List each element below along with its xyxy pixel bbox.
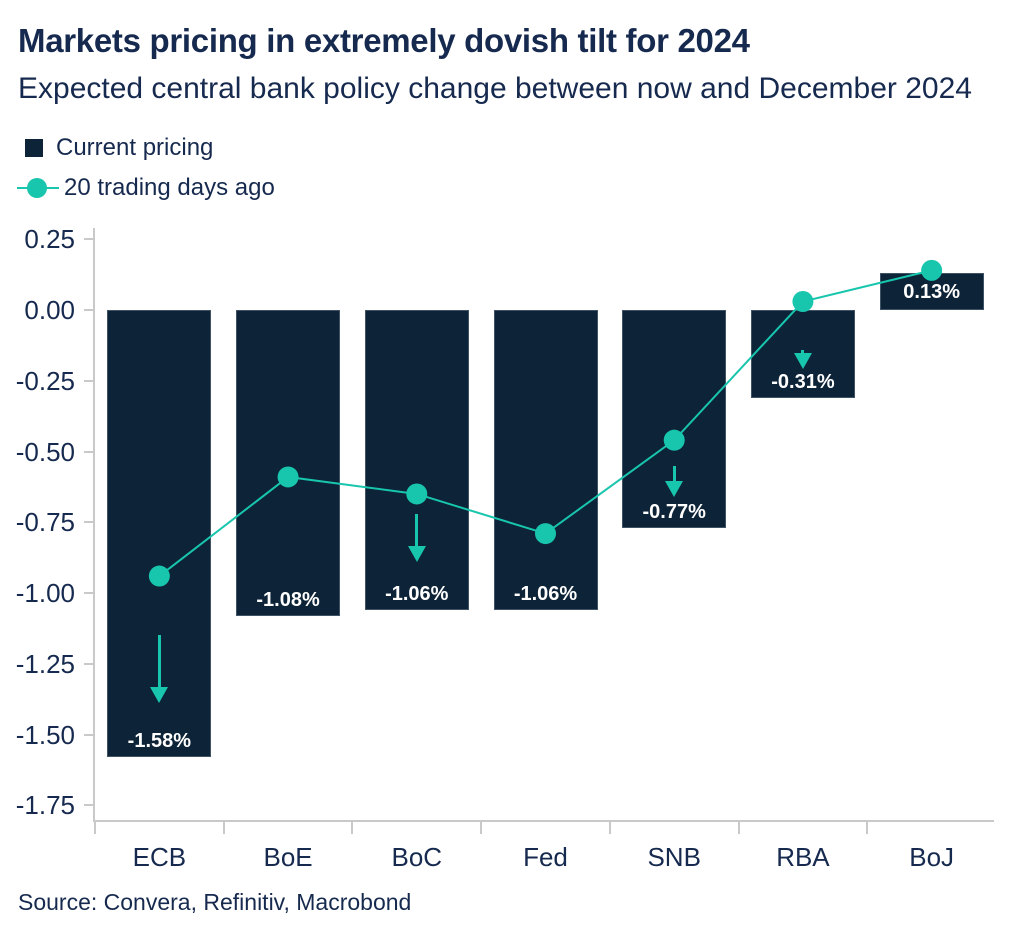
bar-value-label: 0.13% bbox=[903, 280, 960, 303]
line-point-BoC bbox=[406, 483, 428, 505]
chart-title: Markets pricing in extremely dovish tilt… bbox=[18, 22, 750, 59]
x-axis-label: BoJ bbox=[909, 842, 955, 872]
x-axis-label: BoC bbox=[391, 842, 443, 872]
line-point-BoJ bbox=[921, 259, 943, 281]
down-arrow-icon bbox=[157, 635, 161, 690]
line-point-RBA bbox=[792, 291, 814, 313]
bar-value-label: -0.31% bbox=[771, 370, 835, 393]
y-axis-tick bbox=[84, 733, 95, 736]
bar-value-label: -1.08% bbox=[256, 588, 320, 611]
line-series-swatch-icon bbox=[17, 177, 59, 199]
x-axis-tick bbox=[351, 822, 354, 834]
bar-value-label: -0.77% bbox=[642, 500, 706, 523]
legend-label-20-trading-days-ago: 20 trading days ago bbox=[64, 173, 275, 201]
legend-label-current-pricing: Current pricing bbox=[56, 133, 214, 161]
bar-value-label: -1.06% bbox=[513, 582, 578, 605]
bar-value-label: -1.58% bbox=[127, 730, 192, 753]
x-axis-label: RBA bbox=[776, 842, 830, 872]
chart-subtitle: Expected central bank policy change betw… bbox=[18, 72, 972, 105]
y-axis-tick bbox=[84, 592, 95, 594]
y-axis-tick-label: -0.50 bbox=[15, 436, 75, 467]
source-note: Source: Convera, Refinitiv, Macrobond bbox=[18, 889, 412, 915]
y-axis-tick bbox=[84, 521, 95, 524]
y-axis-tick bbox=[84, 662, 95, 665]
down-arrow-icon bbox=[150, 687, 169, 704]
y-axis-tick bbox=[84, 804, 95, 807]
y-axis-tick-label: -1.75 bbox=[15, 790, 75, 821]
y-axis-tick-label: -1.25 bbox=[15, 648, 75, 679]
down-arrow-icon bbox=[672, 465, 676, 483]
plot-area: 0.25 0.00 -0.25 -0.50 -0.75 -1.00 -1.25 -1.50 -1… bbox=[16, 224, 994, 872]
bar-value-label: -1.06% bbox=[385, 582, 449, 605]
x-axis-tick bbox=[222, 822, 225, 834]
x-axis-label: ECB bbox=[132, 842, 187, 872]
down-arrow-icon bbox=[793, 353, 812, 370]
bar-BoE bbox=[236, 310, 341, 616]
x-axis-tick bbox=[94, 822, 96, 834]
down-arrow-icon bbox=[801, 349, 805, 356]
line-point-BoE bbox=[277, 466, 299, 488]
bar-BoC bbox=[364, 310, 469, 610]
x-axis-label: SNB bbox=[647, 842, 701, 872]
y-axis-tick bbox=[84, 238, 95, 241]
down-arrow-icon bbox=[665, 480, 684, 497]
y-axis-tick-label: -1.50 bbox=[15, 719, 75, 750]
x-axis-label: BoE bbox=[263, 842, 313, 872]
y-axis-tick-label: -0.75 bbox=[15, 507, 75, 538]
y-axis-tick-label: 0.25 bbox=[24, 224, 75, 255]
x-axis-tick bbox=[737, 822, 740, 834]
y-axis-tick-label: -1.00 bbox=[15, 578, 75, 608]
y-axis-tick bbox=[84, 379, 95, 382]
down-arrow-icon bbox=[407, 545, 426, 562]
line-series-20-trading-days-ago bbox=[148, 259, 943, 587]
y-axis-tick-label: -0.25 bbox=[15, 365, 75, 396]
line-point-Fed bbox=[535, 523, 556, 545]
line-point-SNB bbox=[663, 429, 685, 451]
x-axis-tick bbox=[480, 822, 483, 834]
y-axis-tick bbox=[84, 309, 95, 311]
x-axis-tick bbox=[866, 822, 869, 834]
legend-item-20-trading-days-ago: 20 trading days ago bbox=[17, 173, 275, 201]
legend-item-current-pricing: Current pricing bbox=[22, 134, 275, 161]
bar-Fed bbox=[493, 310, 598, 610]
x-axis-tick bbox=[608, 822, 611, 834]
bar-series-swatch-icon bbox=[25, 138, 43, 157]
y-axis-tick bbox=[84, 450, 95, 453]
y-axis-tick-label: 0.00 bbox=[24, 295, 75, 325]
legend: Current pricing 20 trading days ago bbox=[17, 134, 275, 214]
line-point-ECB bbox=[148, 565, 170, 587]
down-arrow-icon bbox=[415, 513, 419, 548]
x-axis-label: Fed bbox=[523, 842, 568, 872]
